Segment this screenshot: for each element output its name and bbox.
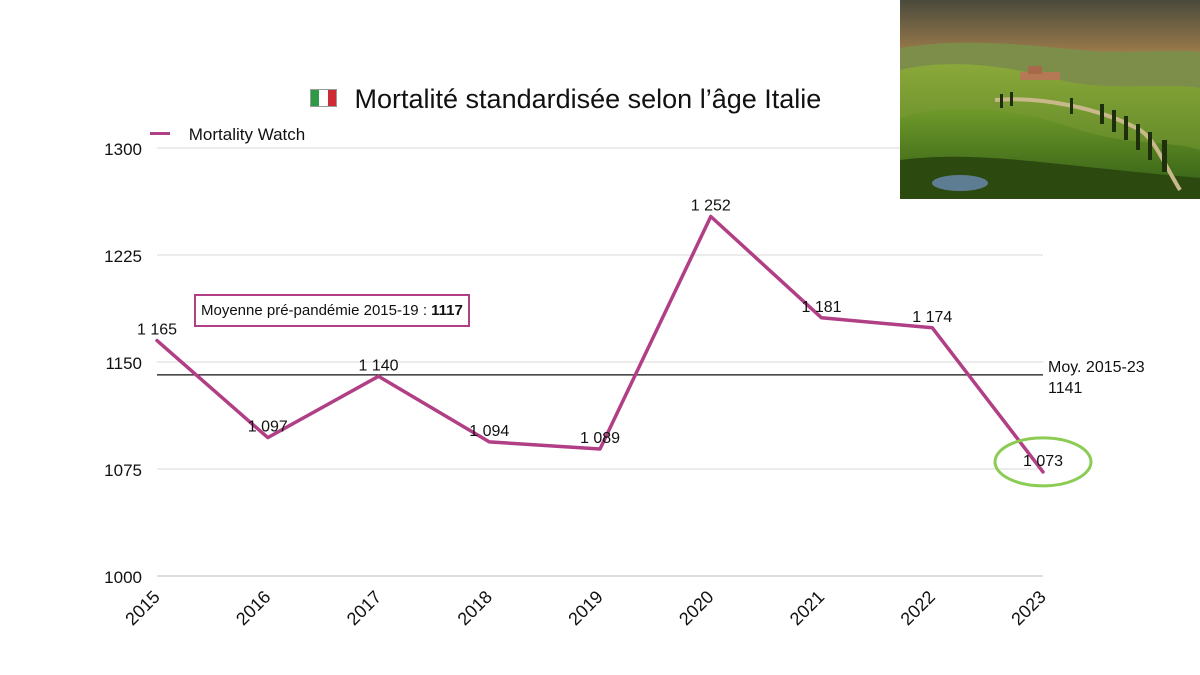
data-label: 1 140 — [358, 357, 398, 374]
x-tick-label: 2022 — [897, 587, 939, 629]
x-tick-label: 2016 — [232, 587, 274, 629]
x-tick-label: 2019 — [564, 587, 606, 629]
data-label: 1 181 — [801, 299, 841, 316]
flag-green-stripe — [311, 90, 320, 106]
y-tick-label: 1075 — [104, 461, 142, 480]
annotation-prefix: Moyenne pré-pandémie 2015-19 : — [201, 302, 432, 319]
y-tick-label: 1000 — [104, 568, 142, 587]
flag-red-stripe — [327, 90, 336, 106]
series-line-mortality-watch — [155, 214, 1045, 474]
pre-pandemic-average-annotation: Moyenne pré-pandémie 2015-19 : 1117 — [194, 294, 470, 327]
legend-swatch — [150, 132, 170, 135]
annotation-value: 1117 — [431, 302, 463, 319]
x-tick-label: 2015 — [121, 587, 163, 629]
y-tick-label: 1300 — [104, 140, 142, 159]
data-label: 1 097 — [248, 419, 288, 436]
data-label: 1 073 — [1023, 453, 1063, 470]
average-line-label: Moy. 2015-23 1141 — [1048, 357, 1145, 399]
chart-legend: Mortality Watch — [150, 125, 305, 145]
x-tick-label: 2020 — [675, 587, 717, 629]
landscape-illustration — [900, 0, 1200, 199]
chart-title-text: Mortalité standardisée selon l’âge Itali… — [354, 84, 822, 114]
data-label: 1 165 — [137, 322, 177, 339]
legend-label: Mortality Watch — [188, 125, 306, 144]
tuscany-landscape-photo — [900, 0, 1200, 199]
average-line-label-text: Moy. 2015-23 — [1048, 359, 1145, 376]
x-tick-label: 2023 — [1007, 587, 1049, 629]
flag-white-stripe — [319, 90, 328, 106]
data-label: 1 252 — [691, 197, 731, 214]
x-tick-label: 2018 — [454, 587, 496, 629]
chart-title: Mortalité standardisée selon l’âge Itali… — [310, 84, 821, 115]
data-label: 1 094 — [469, 423, 509, 440]
x-tick-label: 2021 — [786, 587, 828, 629]
italy-flag-icon — [310, 89, 337, 107]
y-tick-label: 1150 — [105, 354, 142, 373]
highlight-ellipse-2023 — [993, 436, 1093, 488]
average-line-value: 1141 — [1048, 380, 1083, 397]
data-label: 1 089 — [580, 430, 620, 447]
data-label: 1 174 — [912, 309, 952, 326]
y-tick-label: 1225 — [104, 247, 142, 266]
x-tick-label: 2017 — [343, 587, 385, 629]
